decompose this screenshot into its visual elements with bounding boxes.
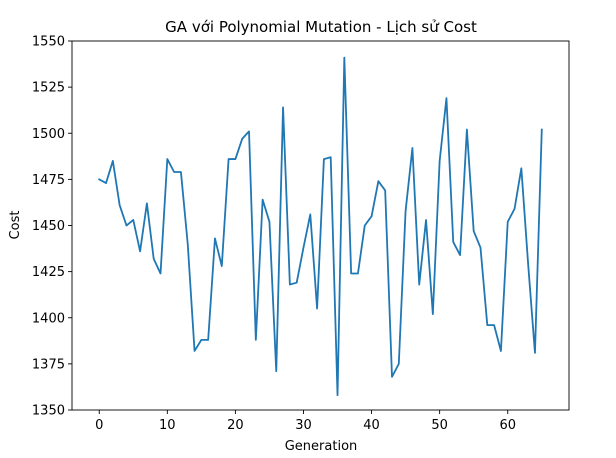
- data-point: [206, 338, 210, 342]
- data-point: [533, 351, 537, 355]
- data-point: [342, 56, 346, 60]
- data-point: [438, 159, 442, 163]
- data-point: [172, 170, 176, 174]
- y-tick-label: 1550: [32, 35, 65, 50]
- x-tick-label: 0: [95, 418, 103, 433]
- data-point: [186, 242, 190, 246]
- data-point: [315, 307, 319, 311]
- data-point: [397, 362, 401, 366]
- data-point: [519, 166, 523, 170]
- data-point: [159, 271, 163, 275]
- data-point: [465, 128, 469, 132]
- data-point: [404, 209, 408, 213]
- data-point: [376, 179, 380, 183]
- data-point: [322, 157, 326, 161]
- data-point: [111, 159, 115, 163]
- y-tick-label: 1375: [32, 357, 65, 372]
- x-tick-label: 40: [363, 418, 380, 433]
- x-axis-label: Generation: [285, 439, 358, 454]
- data-point: [97, 177, 101, 181]
- data-point: [247, 129, 251, 133]
- y-axis-label: Cost: [8, 211, 23, 240]
- data-point: [165, 157, 169, 161]
- data-point: [118, 203, 122, 207]
- data-point: [356, 271, 360, 275]
- data-point: [383, 188, 387, 192]
- chart-title: GA với Polynomial Mutation - Lịch sử Cos…: [165, 18, 477, 36]
- data-point: [370, 214, 374, 218]
- data-point: [240, 137, 244, 141]
- plot-area: 0 10 20 30 40 50 60 1350 1375 1400 1425 1450 1475 150…: [32, 35, 570, 433]
- data-point: [281, 105, 285, 109]
- y-tick-label: 1500: [32, 127, 65, 142]
- data-point: [451, 240, 455, 244]
- data-point: [179, 170, 183, 174]
- y-tick-label: 1450: [32, 219, 65, 234]
- data-point: [526, 262, 530, 266]
- data-point: [267, 220, 271, 224]
- data-point: [274, 369, 278, 373]
- data-point: [478, 246, 482, 250]
- data-point: [513, 207, 517, 211]
- data-point: [145, 201, 149, 205]
- data-point: [410, 146, 414, 150]
- data-point: [417, 283, 421, 287]
- data-point: [431, 312, 435, 316]
- y-tick-label: 1350: [32, 404, 65, 419]
- data-point: [288, 283, 292, 287]
- x-tick-label: 50: [431, 418, 448, 433]
- data-point: [152, 257, 156, 261]
- x-tick-label: 10: [159, 418, 176, 433]
- data-point: [336, 393, 340, 397]
- x-tick-label: 20: [227, 418, 244, 433]
- data-point: [349, 271, 353, 275]
- data-point: [295, 281, 299, 285]
- data-point: [506, 220, 510, 224]
- data-point: [193, 349, 197, 353]
- data-point: [472, 229, 476, 233]
- data-point: [540, 128, 544, 132]
- y-tick-label: 1400: [32, 311, 65, 326]
- y-tick-label: 1475: [32, 173, 65, 188]
- data-point: [227, 157, 231, 161]
- x-tick-label: 30: [295, 418, 312, 433]
- x-tick-label: 60: [499, 418, 516, 433]
- series-line: [98, 56, 543, 397]
- data-point: [499, 349, 503, 353]
- data-point: [213, 236, 217, 240]
- data-point: [458, 253, 462, 257]
- data-point: [233, 157, 237, 161]
- data-point: [390, 375, 394, 379]
- data-point: [124, 224, 128, 228]
- data-point: [261, 198, 265, 202]
- data-point: [131, 218, 135, 222]
- y-tick-label: 1425: [32, 265, 65, 280]
- data-point: [199, 338, 203, 342]
- data-point: [138, 249, 142, 253]
- data-point: [363, 224, 367, 228]
- data-point: [424, 218, 428, 222]
- data-point: [254, 338, 258, 342]
- data-point: [444, 96, 448, 100]
- data-point: [220, 264, 224, 268]
- data-point: [308, 212, 312, 216]
- data-point: [485, 323, 489, 327]
- data-point: [329, 155, 333, 159]
- data-point: [301, 246, 305, 250]
- y-tick-label: 1525: [32, 81, 65, 96]
- data-point: [104, 181, 108, 185]
- data-point: [492, 323, 496, 327]
